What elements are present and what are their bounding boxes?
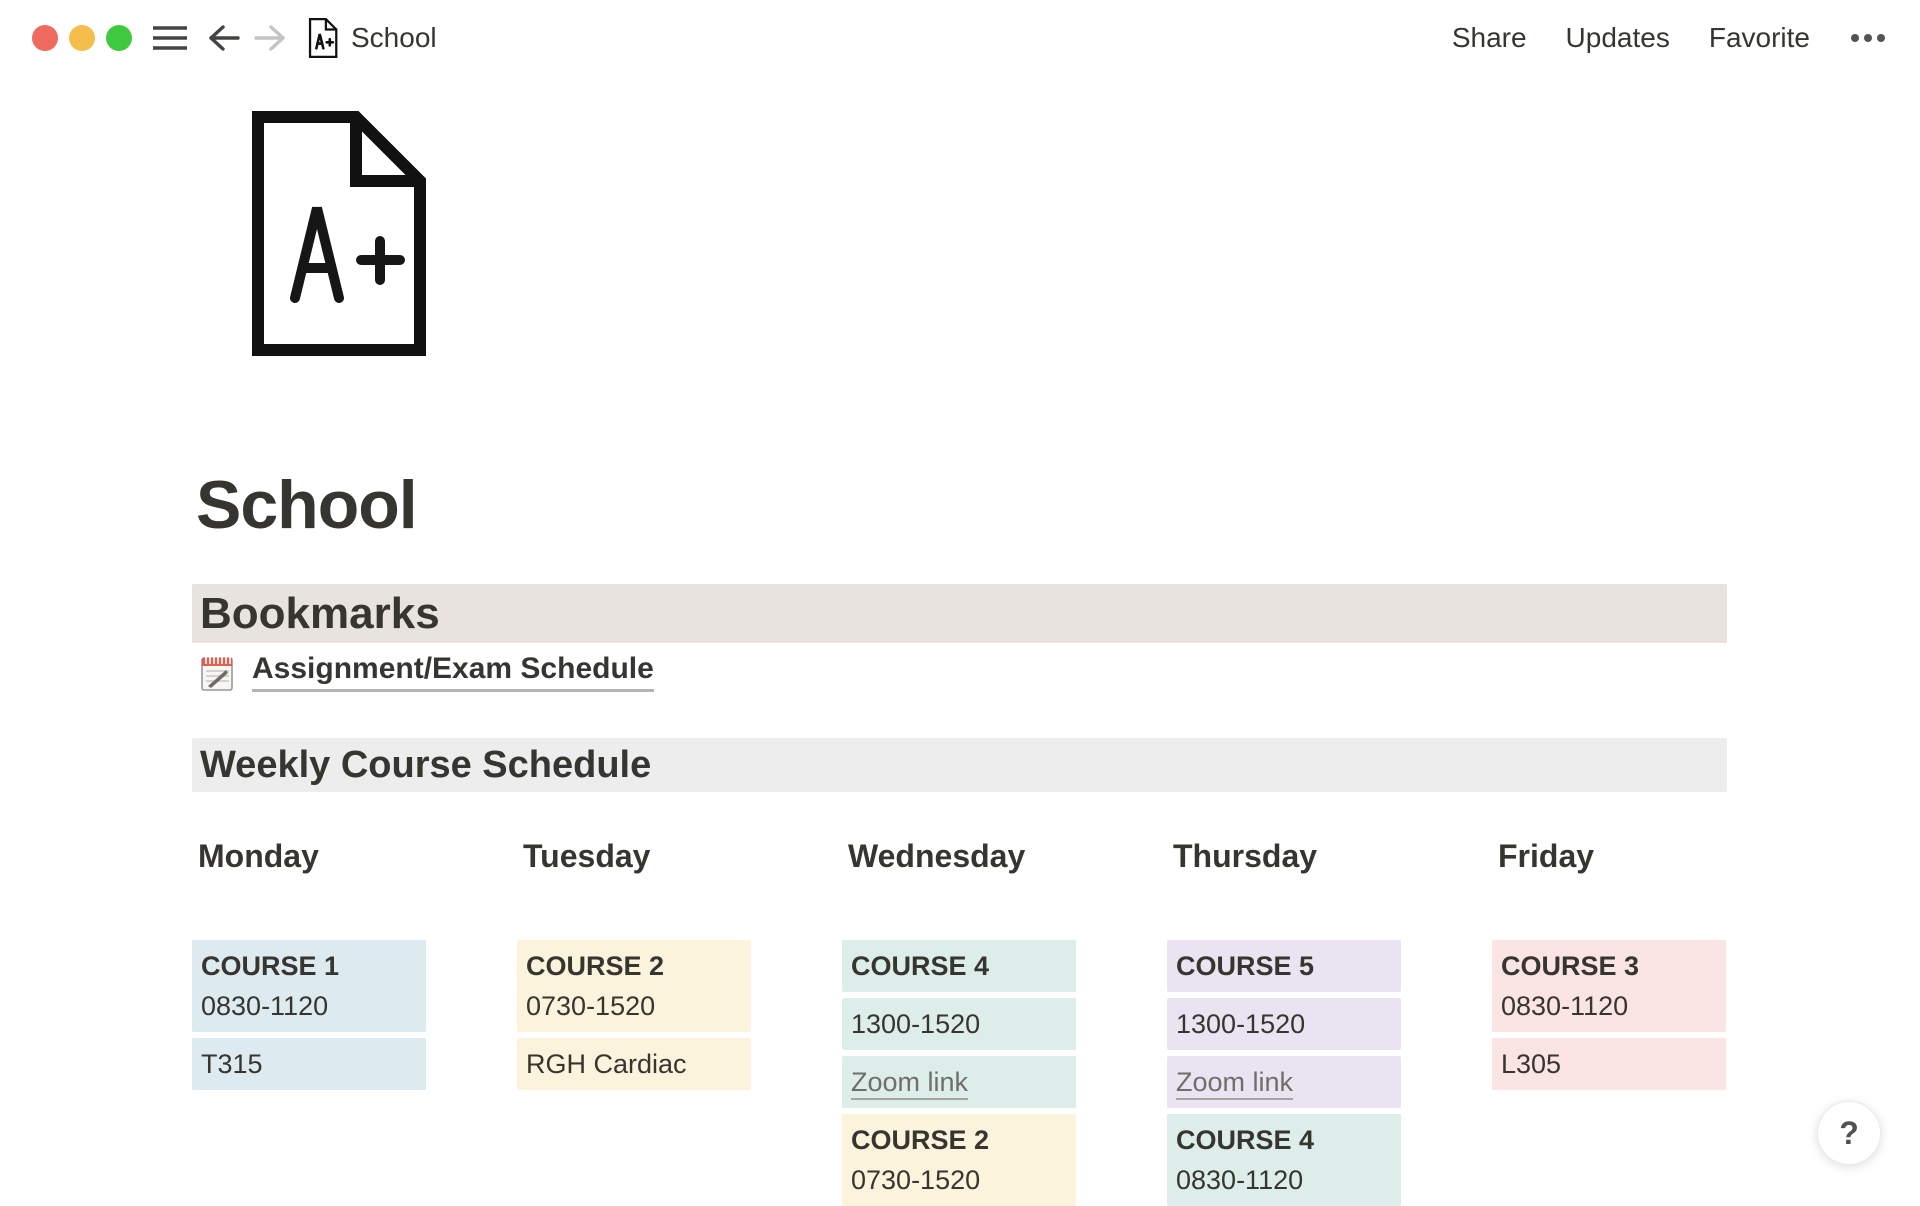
schedule-cell: COURSE 3 0830-1120 <box>1492 940 1726 1032</box>
course-detail: 1300-1520 <box>851 1009 981 1039</box>
updates-button[interactable]: Updates <box>1565 22 1670 53</box>
zoom-link[interactable]: Zoom link <box>1176 1067 1294 1100</box>
arrow-left-icon <box>209 25 240 51</box>
day-column-friday: Friday COURSE 3 0830-1120 L305 <box>1492 838 1726 1206</box>
course-link-line: Zoom link <box>1176 1062 1392 1102</box>
day-blocks: COURSE 4 1300-1520 Zoom link COURSE 2 0730-1… <box>842 940 1076 1206</box>
course-name: COURSE 3 <box>1501 951 1640 981</box>
day-blocks: COURSE 3 0830-1120 L305 <box>1492 940 1726 1090</box>
schedule-cell: Zoom link <box>842 1056 1076 1108</box>
course-name: COURSE 5 <box>1176 951 1315 981</box>
schedule-cell: Zoom link <box>1167 1056 1401 1108</box>
titlebar: School Share Updates Favorite <box>0 8 1920 68</box>
day-column-wednesday: Wednesday COURSE 4 1300-1520 Zoom link COURS… <box>842 838 1076 1206</box>
schedule-cell: 1300-1520 <box>842 998 1076 1050</box>
course-detail: 0830-1120 <box>201 991 329 1021</box>
zoom-window-button[interactable] <box>106 25 132 51</box>
window-controls <box>32 25 132 51</box>
question-mark-icon: ? <box>1839 1114 1859 1151</box>
course-link-line: Zoom link <box>851 1062 1067 1102</box>
weekly-schedule-section-header: Weekly Course Schedule <box>192 738 1727 792</box>
schedule-cell: COURSE 4 0830-1120 <box>1167 1114 1401 1206</box>
page-title: School <box>196 467 418 543</box>
ellipsis-icon <box>1851 34 1859 42</box>
day-column-tuesday: Tuesday COURSE 2 0730-1520 RGH Cardiac <box>517 838 751 1206</box>
weekly-schedule-table: Monday COURSE 1 0830-1120 T315 Tuesday COURSE… <box>192 838 1727 1206</box>
course-detail: 0830-1120 <box>1176 1165 1304 1195</box>
bookmarks-heading: Bookmarks <box>200 588 440 638</box>
breadcrumb[interactable]: School <box>308 18 437 58</box>
day-header: Monday <box>198 838 319 874</box>
course-name: COURSE 4 <box>851 951 990 981</box>
more-options-button[interactable] <box>1849 30 1887 46</box>
titlebar-actions: Share Updates Favorite <box>1452 22 1887 54</box>
course-detail: 1300-1520 <box>1176 1009 1306 1039</box>
page-document-icon <box>308 18 338 58</box>
schedule-cell: T315 <box>192 1038 426 1090</box>
favorite-button[interactable]: Favorite <box>1708 22 1810 53</box>
forward-button[interactable] <box>252 22 288 54</box>
day-blocks: COURSE 5 1300-1520 Zoom link COURSE 4 0830-1… <box>1167 940 1401 1206</box>
course-detail: 0730-1520 <box>851 1165 981 1195</box>
course-detail: 0830-1120 <box>1501 991 1629 1021</box>
course-detail: T315 <box>201 1049 263 1079</box>
schedule-cell: L305 <box>1492 1038 1726 1090</box>
day-column-thursday: Thursday COURSE 5 1300-1520 Zoom link COURSE… <box>1167 838 1401 1206</box>
assignment-exam-schedule-link[interactable]: Assignment/Exam Schedule <box>252 652 654 692</box>
course-detail: 0730-1520 <box>526 991 656 1021</box>
calendar-icon <box>201 654 233 691</box>
day-header: Tuesday <box>523 838 651 874</box>
arrow-right-icon <box>254 25 285 51</box>
schedule-cell: COURSE 5 <box>1167 940 1401 992</box>
day-blocks: COURSE 1 0830-1120 T315 <box>192 940 426 1090</box>
back-button[interactable] <box>206 22 242 54</box>
sidebar-menu-button[interactable] <box>152 24 188 52</box>
breadcrumb-page-title: School <box>351 22 437 53</box>
course-name: COURSE 2 <box>851 1125 990 1155</box>
schedule-cell: COURSE 2 0730-1520 <box>842 1114 1076 1206</box>
course-name: COURSE 1 <box>201 951 340 981</box>
course-name: COURSE 2 <box>526 951 665 981</box>
zoom-link[interactable]: Zoom link <box>851 1067 969 1100</box>
schedule-cell: COURSE 1 0830-1120 <box>192 940 426 1032</box>
help-button[interactable]: ? <box>1817 1101 1881 1165</box>
course-name: COURSE 4 <box>1176 1125 1315 1155</box>
day-column-monday: Monday COURSE 1 0830-1120 T315 <box>192 838 426 1206</box>
close-window-button[interactable] <box>32 25 58 51</box>
schedule-cell: 1300-1520 <box>1167 998 1401 1050</box>
schedule-cell: COURSE 4 <box>842 940 1076 992</box>
day-header: Thursday <box>1173 838 1318 874</box>
course-detail: L305 <box>1501 1049 1562 1079</box>
share-button[interactable]: Share <box>1451 22 1527 53</box>
minimize-window-button[interactable] <box>69 25 95 51</box>
schedule-cell: RGH Cardiac <box>517 1038 751 1090</box>
day-blocks: COURSE 2 0730-1520 RGH Cardiac <box>517 940 751 1090</box>
hamburger-icon <box>153 26 187 50</box>
day-header: Friday <box>1498 838 1595 874</box>
bookmark-row: Assignment/Exam Schedule <box>200 652 654 692</box>
course-detail: RGH Cardiac <box>526 1049 687 1079</box>
bookmarks-section-header: Bookmarks <box>192 584 1727 643</box>
page-icon[interactable] <box>249 110 427 357</box>
weekly-schedule-heading: Weekly Course Schedule <box>200 743 652 786</box>
a-plus-document-icon <box>252 111 426 356</box>
day-header: Wednesday <box>848 838 1026 874</box>
schedule-cell: COURSE 2 0730-1520 <box>517 940 751 1032</box>
